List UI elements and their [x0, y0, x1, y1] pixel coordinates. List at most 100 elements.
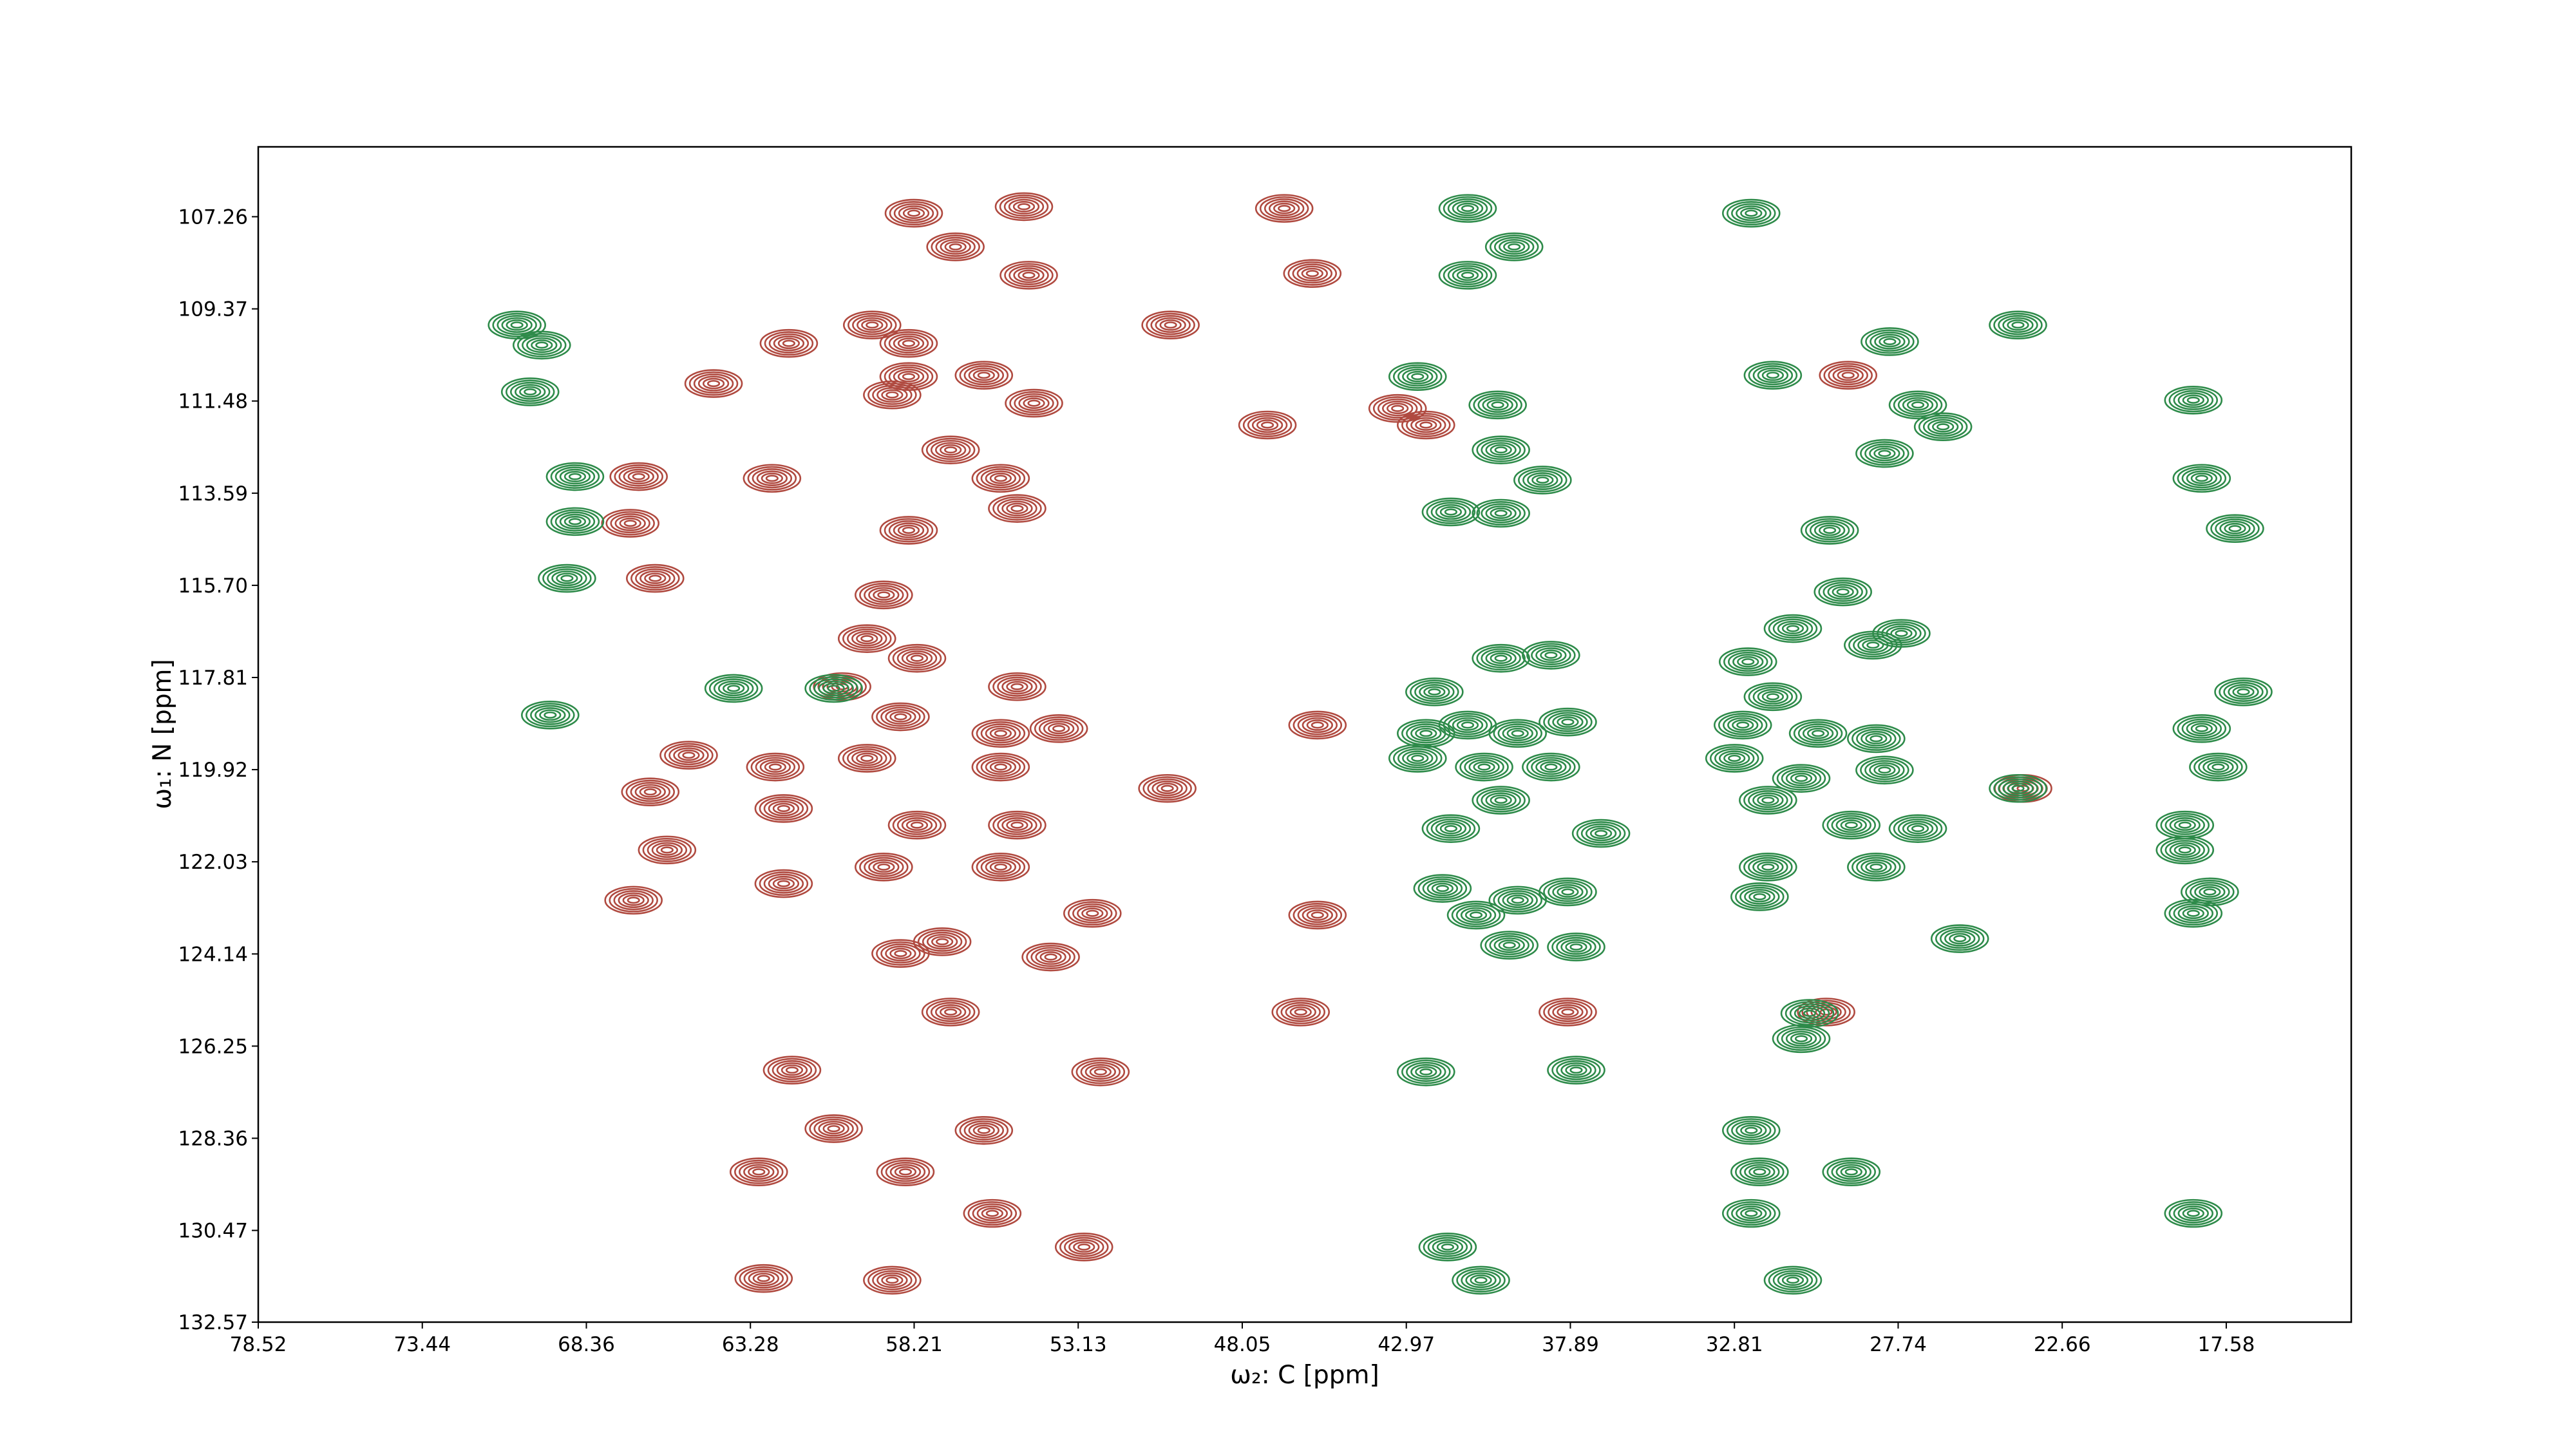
contour-level [1411, 754, 1425, 762]
peak-contour [1571, 819, 1631, 848]
contour-level [1922, 417, 1964, 437]
contour-level [1878, 450, 1891, 457]
contour-level [748, 1166, 770, 1178]
contour-level [1844, 1168, 1858, 1176]
contour-level [1721, 1115, 1781, 1145]
contour-level [1772, 764, 1831, 793]
contour-level [2177, 1205, 2209, 1222]
contour-level [1518, 468, 1567, 493]
contour-level [734, 1159, 784, 1184]
contour-level [893, 335, 925, 352]
contour-level [1860, 441, 1909, 466]
contour-level [1410, 1064, 1442, 1080]
contour-level [884, 364, 934, 389]
peak-contour [1539, 998, 1597, 1027]
contour-level [1589, 828, 1613, 839]
contour-level [1039, 951, 1062, 963]
contour-level [1443, 196, 1493, 221]
contour-level [977, 1126, 990, 1134]
contour-level [1540, 761, 1562, 773]
contour-level [1878, 766, 1891, 774]
peak-contour [1547, 933, 1605, 961]
peak-contour [729, 1157, 788, 1187]
contour-level [988, 494, 1046, 523]
contour-level [1585, 825, 1617, 842]
contour-level [1543, 999, 1593, 1025]
contour-level [1469, 911, 1483, 919]
contour-level [1790, 1032, 1813, 1045]
contour-level [963, 365, 1005, 386]
contour-level [1006, 681, 1028, 693]
contour-level [994, 863, 1007, 871]
contour-level [989, 861, 1012, 873]
peak-contour [1421, 497, 1481, 527]
peak-contour [1730, 882, 1789, 911]
contour-level [1264, 198, 1305, 219]
contour-level [1296, 265, 1328, 281]
contour-level [994, 763, 1007, 771]
contour-level [1402, 368, 1434, 384]
contour-level [1864, 443, 1905, 464]
contour-level [1801, 999, 1851, 1025]
contour-level [1890, 627, 1913, 639]
contour-level [1794, 1005, 1826, 1021]
contour-level [1439, 506, 1463, 518]
contour-level [1727, 201, 1776, 226]
peak-contour [863, 380, 922, 410]
contour-level [1413, 874, 1472, 903]
contour-level [809, 676, 858, 701]
contour-level [2168, 1201, 2219, 1226]
contour-level [647, 840, 688, 860]
contour-level [1802, 725, 1834, 742]
contour-level [1439, 822, 1463, 835]
contour-level [2173, 1203, 2214, 1224]
contour-level [1476, 501, 1526, 526]
contour-level [1594, 829, 1608, 837]
contour-level [2002, 781, 2034, 797]
contour-level [1731, 1120, 1772, 1141]
peak-contour [1288, 710, 1347, 740]
contour-level [1456, 269, 1479, 281]
contour-level [1488, 719, 1548, 748]
contour-level [2174, 819, 2196, 831]
contour-level [868, 587, 900, 603]
contour-level [1156, 782, 1179, 795]
contour-level [994, 192, 1054, 222]
contour-level [1557, 886, 1579, 898]
contour-level [1551, 934, 1601, 960]
contour-level [889, 947, 912, 960]
contour-level [851, 750, 883, 766]
contour-level [1740, 1124, 1763, 1137]
peak-contour [1861, 327, 1919, 356]
contour-level [1427, 1236, 1468, 1257]
contour-level [1288, 900, 1347, 930]
contour-level [1473, 392, 1522, 417]
contour-level [1743, 855, 1793, 880]
peak-contour [684, 369, 743, 398]
x-tick-label: 73.44 [393, 1333, 451, 1356]
contour-level [1761, 863, 1775, 871]
contour-level [506, 319, 528, 331]
contour-level [997, 498, 1037, 519]
peak-contour [762, 1056, 822, 1084]
contour-level [981, 1208, 1003, 1219]
contour-level [2164, 1198, 2223, 1228]
contour-level [1870, 331, 1910, 352]
contour-level [777, 880, 790, 887]
contour-level [1029, 714, 1088, 743]
contour-level [1785, 1030, 1817, 1047]
contour-level [1388, 744, 1447, 773]
contour-level [1044, 953, 1057, 961]
peak-contour [1718, 647, 1777, 676]
contour-level [898, 1168, 913, 1176]
peak-contour [754, 869, 813, 898]
contour-level [1752, 365, 1794, 386]
contour-level [1772, 1270, 1814, 1291]
contour-level [772, 878, 795, 889]
contour-level [971, 719, 1030, 748]
contour-level [782, 339, 796, 347]
contour-level [1430, 819, 1472, 839]
contour-level [1405, 677, 1464, 706]
contour-level [1728, 754, 1741, 762]
contour-level [999, 194, 1049, 219]
